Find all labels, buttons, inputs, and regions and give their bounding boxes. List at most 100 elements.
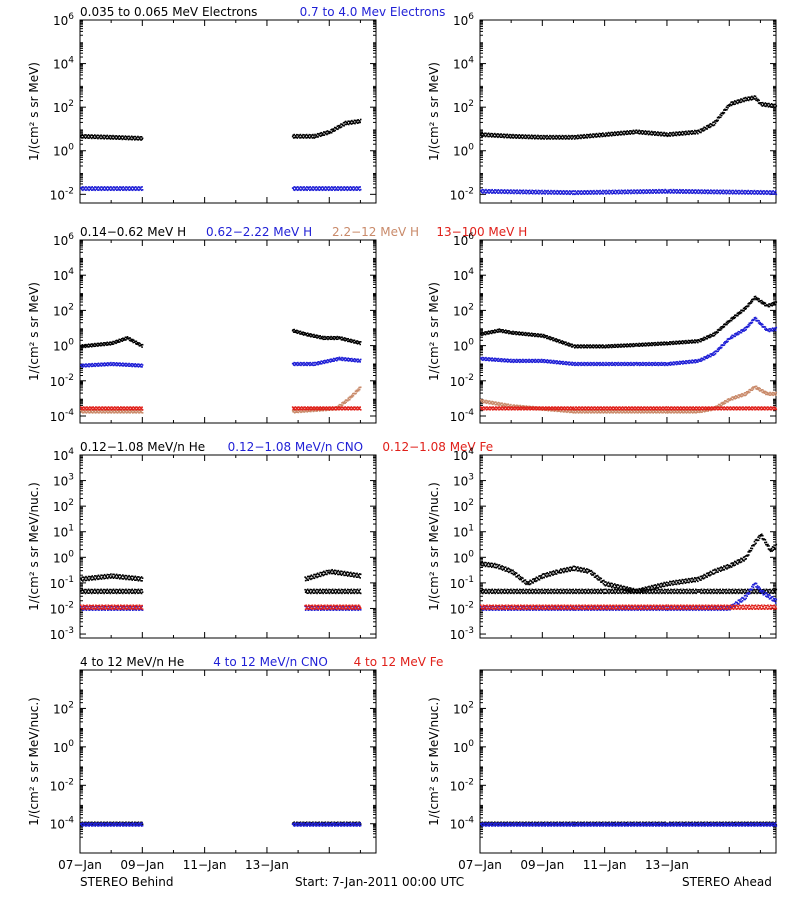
data-point	[353, 186, 355, 188]
data-point	[345, 338, 347, 340]
data-point	[697, 342, 699, 344]
data-point	[721, 328, 723, 330]
data-point	[757, 190, 759, 192]
data-point	[717, 331, 719, 333]
data-point	[341, 126, 343, 128]
data-point	[686, 192, 688, 194]
data-point	[359, 389, 361, 391]
y-axis-label: 1/(cm² s sr MeV)	[27, 282, 41, 381]
y-tick-label: 102	[453, 302, 474, 318]
y-tick-label: 104	[453, 267, 474, 283]
data-point	[720, 116, 722, 118]
data-point	[488, 333, 490, 335]
data-point	[86, 189, 88, 191]
data-point	[677, 192, 679, 194]
data-point	[142, 409, 144, 411]
y-tick-label: 10-2	[450, 373, 474, 389]
y-tick-label: 102	[453, 99, 474, 115]
data-point	[504, 134, 506, 136]
data-point	[739, 311, 741, 313]
data-point	[591, 190, 593, 192]
data-point	[553, 337, 555, 339]
legend-entry: 13−100 MeV H	[436, 225, 527, 239]
legend-entry: 0.14−0.62 MeV H	[80, 225, 186, 239]
data-point	[741, 101, 743, 103]
data-point	[666, 362, 668, 364]
data-point	[528, 134, 530, 136]
data-point	[482, 334, 484, 336]
data-point	[765, 326, 767, 328]
y-tick-label: 10-2	[50, 186, 74, 202]
data-point	[126, 186, 128, 188]
data-point	[596, 136, 598, 138]
data-point	[753, 97, 755, 99]
data-point	[773, 193, 775, 195]
data-point	[322, 133, 324, 135]
data-point	[733, 316, 735, 318]
data-point	[667, 344, 669, 346]
data-point	[116, 135, 118, 137]
series-ahead-1	[480, 296, 777, 349]
data-point	[331, 132, 333, 134]
data-point	[332, 187, 334, 189]
y-tick-label: 102	[53, 99, 74, 115]
data-point	[120, 186, 122, 188]
y-tick-label: 10-2	[450, 186, 474, 202]
data-point	[631, 192, 633, 194]
data-point	[554, 193, 556, 195]
data-point	[88, 137, 90, 139]
y-tick-label: 102	[53, 302, 74, 318]
data-point	[701, 189, 703, 191]
data-point	[600, 193, 602, 195]
data-point	[643, 189, 645, 191]
data-point	[748, 193, 750, 195]
data-point	[486, 192, 488, 194]
data-point	[136, 341, 138, 343]
data-point	[726, 190, 728, 192]
data-point	[692, 133, 694, 135]
data-point	[775, 190, 777, 192]
data-point	[670, 132, 672, 134]
data-point	[544, 335, 546, 337]
data-point	[341, 189, 343, 191]
data-point	[516, 134, 518, 136]
data-point	[593, 133, 595, 135]
data-point	[760, 193, 762, 195]
data-point	[550, 135, 552, 137]
data-point	[676, 132, 678, 134]
data-point	[324, 134, 326, 136]
data-point	[89, 186, 91, 188]
data-point	[333, 128, 335, 130]
data-point	[718, 349, 720, 351]
data-point	[517, 192, 519, 194]
data-point	[752, 99, 754, 101]
data-point	[673, 343, 675, 345]
data-point	[136, 189, 138, 191]
data-point	[556, 339, 558, 341]
data-point	[511, 192, 513, 194]
data-point	[741, 332, 743, 334]
data-point	[141, 406, 143, 408]
data-point	[345, 124, 347, 126]
data-point	[498, 133, 500, 135]
data-point	[536, 193, 538, 195]
data-point	[491, 133, 493, 135]
data-point	[564, 191, 566, 193]
data-point	[492, 192, 494, 194]
data-point	[360, 359, 362, 361]
data-point	[489, 357, 491, 359]
data-point	[111, 189, 113, 191]
data-point	[501, 136, 503, 138]
data-point	[635, 345, 637, 347]
data-point	[122, 135, 124, 137]
data-point	[605, 132, 607, 134]
data-point	[710, 126, 712, 128]
data-point	[303, 134, 305, 136]
data-point	[757, 100, 759, 102]
data-point	[142, 189, 144, 191]
data-point	[135, 136, 137, 138]
data-point	[359, 186, 361, 188]
data-point	[359, 361, 361, 363]
data-point	[734, 103, 736, 105]
